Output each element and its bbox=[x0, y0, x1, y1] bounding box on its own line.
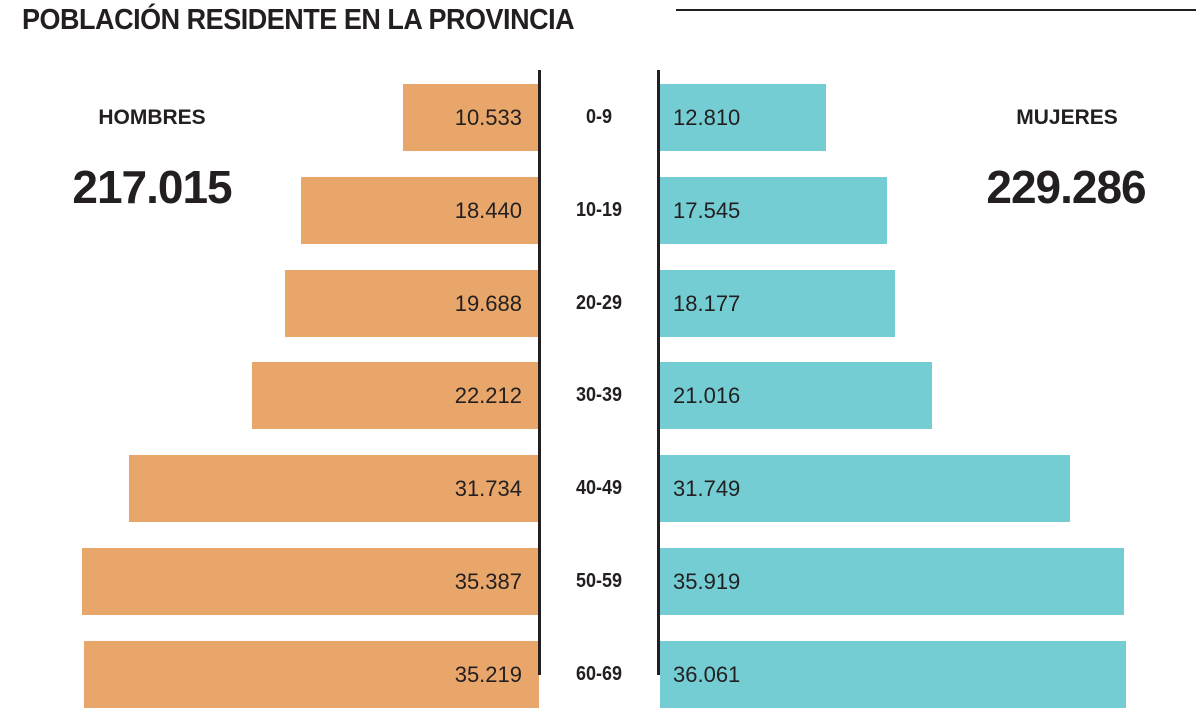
axis-line-right bbox=[657, 70, 660, 675]
age-group-label: 0-9 bbox=[585, 106, 613, 128]
age-group-label: 50-59 bbox=[575, 570, 623, 592]
women-total: 229.286 bbox=[986, 161, 1146, 213]
value-label-women: 12.810 bbox=[673, 105, 741, 130]
age-group-label: 20-29 bbox=[575, 292, 623, 314]
axis-line-left bbox=[538, 70, 541, 675]
value-label-women: 17.545 bbox=[673, 198, 741, 223]
value-label-women: 35.919 bbox=[673, 569, 741, 594]
value-label-women: 31.749 bbox=[673, 476, 741, 501]
age-group-label: 30-39 bbox=[575, 384, 623, 406]
value-label-men: 10.533 bbox=[454, 105, 522, 130]
bar-men bbox=[300, 177, 539, 244]
bar-men bbox=[128, 455, 539, 522]
bar-women bbox=[660, 548, 1125, 615]
age-group-label: 10-19 bbox=[575, 199, 623, 221]
bar-men bbox=[284, 270, 539, 337]
bar-men bbox=[402, 84, 539, 151]
chart-title: POBLACIÓN RESIDENTE EN LA PROVINCIA bbox=[22, 4, 575, 36]
value-label-women: 21.016 bbox=[673, 383, 741, 408]
bar-women bbox=[660, 84, 826, 151]
value-label-men: 35.387 bbox=[454, 569, 522, 594]
bar-men bbox=[252, 362, 539, 429]
women-label: MUJERES bbox=[1016, 106, 1118, 129]
age-group-label: 40-49 bbox=[575, 477, 623, 499]
bar-women bbox=[660, 455, 1071, 522]
value-label-women: 18.177 bbox=[673, 291, 741, 316]
value-label-men: 31.734 bbox=[454, 476, 522, 501]
men-label: HOMBRES bbox=[98, 106, 206, 129]
title-rule bbox=[676, 9, 1196, 11]
value-label-men: 19.688 bbox=[454, 291, 522, 316]
bar-men bbox=[81, 548, 539, 615]
bar-women bbox=[660, 270, 895, 337]
bar-women bbox=[660, 177, 887, 244]
bar-women bbox=[660, 362, 932, 429]
value-label-men: 18.440 bbox=[454, 198, 522, 223]
men-total: 217.015 bbox=[72, 161, 232, 213]
value-label-men: 22.212 bbox=[454, 383, 522, 408]
